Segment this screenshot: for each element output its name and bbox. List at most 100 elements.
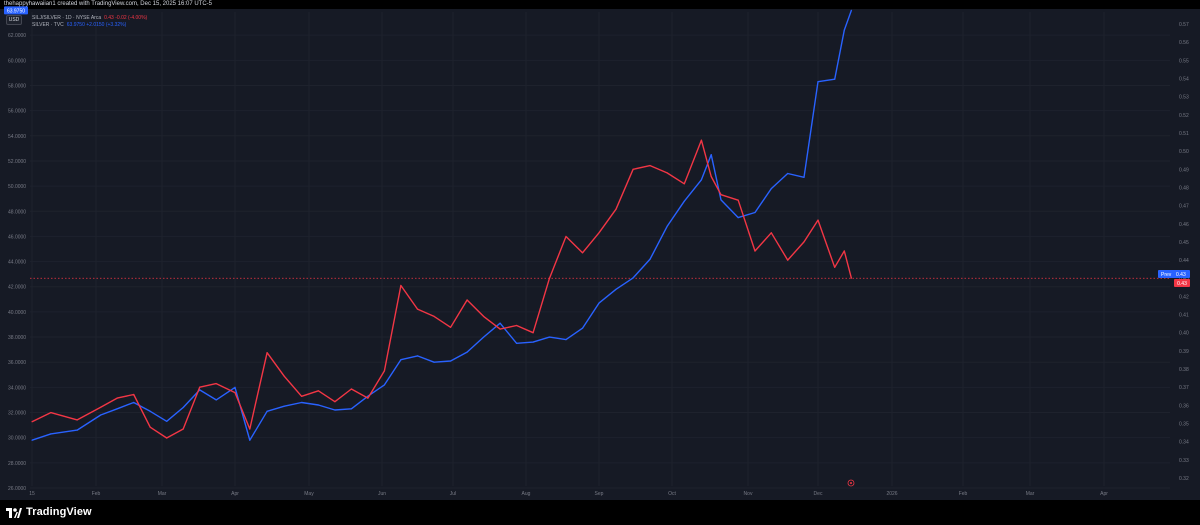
series-line[interactable] (31, 10, 853, 441)
left-axis-tick-label: 52.0000 (8, 159, 26, 165)
right-axis-tick-label: 0.56 (1179, 40, 1189, 46)
data-point (516, 324, 518, 327)
right-axis-tick-label: 0.50 (1179, 149, 1189, 155)
left-axis-tick-label: 42.0000 (8, 285, 26, 291)
right-axis-tick-label: 0.53 (1179, 95, 1189, 101)
data-point (234, 392, 236, 394)
data-point (787, 172, 789, 175)
data-point (249, 428, 251, 430)
event-marker-icon[interactable] (847, 479, 855, 487)
data-point (565, 235, 567, 238)
data-point (266, 410, 268, 412)
data-point (166, 437, 168, 439)
data-point (31, 421, 33, 423)
left-axis-tick-label: 58.0000 (8, 83, 26, 89)
data-point (548, 277, 551, 279)
data-point (133, 401, 135, 404)
data-point (433, 361, 435, 363)
data-point (301, 401, 303, 404)
data-point (683, 183, 685, 185)
legend-series-silver[interactable]: SILVER · TVC 63.9750 +2.0150 (+3.32%) (32, 22, 147, 29)
x-axis-tick-label: 15 (29, 491, 35, 497)
right-last-value-badge (1174, 279, 1190, 287)
data-point (649, 165, 651, 167)
tradingview-logo[interactable]: TradingView (6, 506, 92, 519)
legend-name: SILVER · TVC (32, 22, 64, 28)
data-point (100, 406, 102, 408)
x-axis-tick-label: Jun (378, 491, 386, 497)
legend-series-silj-silver[interactable]: SILJ/SILVER · 1D · NYSE Arca 0.43 -0.02 … (32, 15, 147, 22)
data-point (317, 404, 319, 406)
data-point (483, 336, 485, 338)
data-point (483, 315, 485, 317)
data-point (215, 383, 217, 385)
event-marker-dot-icon (850, 482, 852, 484)
data-point (166, 420, 168, 422)
x-axis-tick-label: Oct (668, 491, 676, 497)
data-point (754, 211, 756, 214)
data-point (283, 375, 285, 377)
data-point (770, 232, 772, 234)
data-point (843, 250, 845, 252)
left-axis-tick-label: 26.0000 (8, 486, 26, 492)
left-axis-tick-label: 48.0000 (8, 209, 26, 215)
data-point (116, 408, 118, 410)
data-point (598, 232, 600, 234)
data-point (817, 81, 819, 83)
left-axis-tick-label: 44.0000 (8, 260, 26, 266)
data-point (615, 208, 617, 210)
data-point (450, 360, 452, 362)
legend-values: 63.9750 +2.0150 (+3.32%) (66, 22, 127, 28)
tradingview-wordmark: TradingView (26, 506, 92, 518)
right-axis-tick-label: 0.49 (1179, 167, 1189, 173)
right-axis-tick-label: 0.46 (1179, 222, 1189, 228)
data-point (149, 410, 151, 412)
left-last-value-badge (4, 6, 28, 15)
chart-frame (0, 9, 1200, 500)
data-point (76, 429, 78, 431)
data-point (433, 315, 435, 317)
left-axis-tick-label: 54.0000 (8, 134, 26, 140)
data-point (182, 428, 184, 430)
prev-close-value: 0.43 (1176, 272, 1186, 278)
right-axis-tick-label: 0.37 (1179, 385, 1189, 391)
left-axis-tick-label: 60.0000 (8, 58, 26, 64)
data-point (581, 327, 584, 329)
right-axis-tick-label: 0.34 (1179, 440, 1189, 446)
data-point (632, 277, 634, 279)
data-point (317, 390, 319, 392)
data-point (834, 78, 836, 80)
data-point (666, 172, 668, 174)
x-axis-tick-label: May (304, 491, 314, 497)
right-axis-tick-label: 0.38 (1179, 367, 1189, 373)
data-point (532, 341, 534, 343)
data-point (499, 322, 501, 324)
tradingview-logo-icon (6, 507, 22, 518)
data-point (737, 199, 739, 201)
x-axis-tick-label: Aug (522, 491, 531, 497)
data-point (234, 386, 236, 388)
data-point (416, 355, 419, 357)
data-point (598, 302, 600, 304)
data-point (400, 284, 402, 287)
x-axis-tick-label: 2026 (886, 491, 897, 497)
x-axis-tick-label: Sep (595, 491, 604, 497)
currency-button[interactable]: USD (6, 15, 22, 25)
data-point (450, 326, 452, 328)
data-point (466, 299, 468, 301)
left-axis-tick-label: 38.0000 (8, 335, 26, 341)
series-line[interactable] (31, 139, 853, 439)
data-point (516, 342, 518, 344)
data-point (710, 154, 712, 156)
data-point (133, 393, 135, 396)
right-axis-tick-label: 0.48 (1179, 185, 1189, 191)
prev-close-label: Prev (1161, 272, 1172, 278)
data-point (649, 258, 651, 260)
data-point (720, 194, 722, 196)
data-point (383, 370, 385, 372)
left-axis-tick-label: 56.0000 (8, 109, 26, 115)
x-axis-tick-label: Jul (450, 491, 456, 497)
data-point (149, 426, 151, 428)
right-last-value-label: 0.43 (1177, 281, 1187, 287)
